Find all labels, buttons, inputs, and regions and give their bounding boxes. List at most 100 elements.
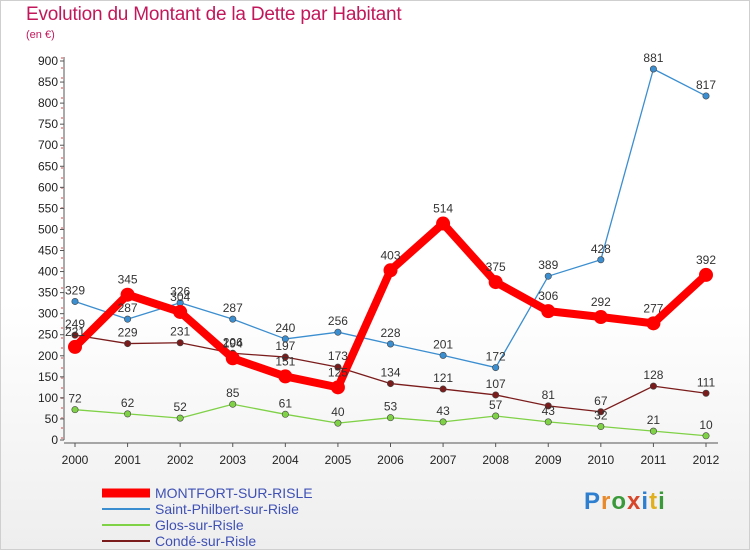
- y-tick-label: 150: [38, 370, 58, 384]
- data-point: [488, 275, 503, 290]
- legend-label: MONTFORT-SUR-RISLE: [155, 485, 313, 501]
- data-label: 514: [433, 202, 453, 216]
- data-point: [281, 353, 289, 361]
- data-label: 201: [433, 337, 453, 351]
- data-label: 326: [170, 285, 190, 299]
- y-tick-label: 850: [38, 75, 58, 89]
- x-tick-label: 2005: [325, 453, 352, 467]
- data-label: 287: [118, 301, 138, 315]
- data-label: 389: [538, 258, 558, 272]
- data-label: 61: [279, 396, 293, 410]
- data-point: [124, 315, 132, 323]
- data-point: [229, 400, 237, 408]
- data-point: [334, 328, 342, 336]
- legend: MONTFORT-SUR-RISLESaint-Philbert-sur-Ris…: [102, 485, 313, 549]
- data-point: [330, 380, 345, 395]
- data-point: [439, 418, 447, 426]
- data-label: 125: [328, 365, 348, 379]
- data-point: [702, 92, 710, 100]
- data-point: [436, 216, 451, 231]
- data-point: [646, 316, 661, 331]
- y-tick-label: 200: [38, 349, 58, 363]
- data-label: 392: [696, 253, 716, 267]
- data-point: [597, 408, 605, 416]
- data-point: [544, 402, 552, 410]
- data-label: 277: [643, 301, 663, 315]
- data-label: 306: [538, 289, 558, 303]
- data-label: 40: [331, 405, 345, 419]
- data-point: [176, 414, 184, 422]
- x-tick-label: 2003: [219, 453, 246, 467]
- y-tick-label: 550: [38, 201, 58, 215]
- chart-title: Evolution du Montant de la Dette par Hab…: [26, 4, 402, 25]
- data-point: [173, 304, 188, 319]
- data-point: [492, 412, 500, 420]
- data-label: 43: [436, 404, 450, 418]
- data-point: [120, 287, 135, 302]
- data-point: [541, 304, 556, 319]
- data-label: 57: [489, 398, 503, 412]
- data-label: 67: [594, 394, 608, 408]
- data-point: [597, 423, 605, 431]
- data-labels: 329 287 326 287 240 256 228 201 172 389 428 881 817 7…: [65, 51, 716, 432]
- data-label: 428: [591, 242, 611, 256]
- data-label: 53: [384, 400, 398, 414]
- y-tick-label: 900: [38, 54, 58, 68]
- data-label: 287: [223, 301, 243, 315]
- proxiti-logo: Proxiti: [584, 488, 666, 515]
- data-label: 62: [121, 396, 135, 410]
- data-label: 817: [696, 78, 716, 92]
- data-label: 345: [118, 273, 138, 287]
- data-label: 134: [380, 366, 400, 380]
- y-tick-label: 800: [38, 96, 58, 110]
- data-point: [68, 339, 82, 354]
- y-tick-label: 250: [38, 328, 58, 342]
- data-label: 228: [380, 326, 400, 340]
- data-label: 121: [433, 371, 453, 385]
- data-label: 240: [275, 321, 295, 335]
- y-tick-label: 700: [38, 138, 58, 152]
- data-point: [383, 263, 398, 278]
- data-label: 206: [223, 335, 243, 349]
- legend-label: Condé-sur-Risle: [155, 533, 256, 549]
- data-point: [386, 414, 394, 422]
- data-point: [386, 340, 394, 348]
- axes: 0 50 100 150 200 250 300 350 400 450 500 550 600 650 7…: [38, 54, 720, 467]
- x-tick-label: 2001: [114, 453, 141, 467]
- x-tick-label: 2000: [62, 453, 89, 467]
- y-tick-label: 600: [38, 180, 58, 194]
- y-tick-label: 400: [38, 265, 58, 279]
- data-label: 128: [643, 368, 663, 382]
- y-tick-label: 350: [38, 286, 58, 300]
- x-tick-label: 2004: [272, 453, 299, 467]
- series-layer: [68, 65, 713, 440]
- x-tick-label: 2008: [482, 453, 509, 467]
- data-label: 52: [173, 400, 187, 414]
- data-point: [699, 267, 713, 282]
- legend-label: Saint-Philbert-sur-Risle: [155, 501, 299, 517]
- data-label: 43: [542, 404, 556, 418]
- data-label: 173: [328, 349, 348, 363]
- data-label: 111: [697, 375, 716, 389]
- data-label: 881: [643, 51, 663, 65]
- data-label: 256: [328, 314, 348, 328]
- legend-label: Glos-sur-Risle: [155, 517, 244, 533]
- data-point: [281, 410, 289, 418]
- data-point: [225, 351, 240, 366]
- y-tick-label: 750: [38, 117, 58, 131]
- data-label: 85: [226, 386, 240, 400]
- data-point: [124, 340, 132, 348]
- data-point: [544, 272, 552, 280]
- data-point: [281, 335, 289, 343]
- y-tick-label: 0: [51, 433, 58, 447]
- data-point: [649, 427, 657, 435]
- y-tick-label: 650: [38, 159, 58, 173]
- data-label: 329: [65, 283, 85, 297]
- data-point: [71, 406, 79, 414]
- data-point: [492, 391, 500, 399]
- chart-subtitle: (en €): [26, 29, 55, 41]
- data-point: [229, 315, 237, 323]
- x-tick-label: 2002: [167, 453, 194, 467]
